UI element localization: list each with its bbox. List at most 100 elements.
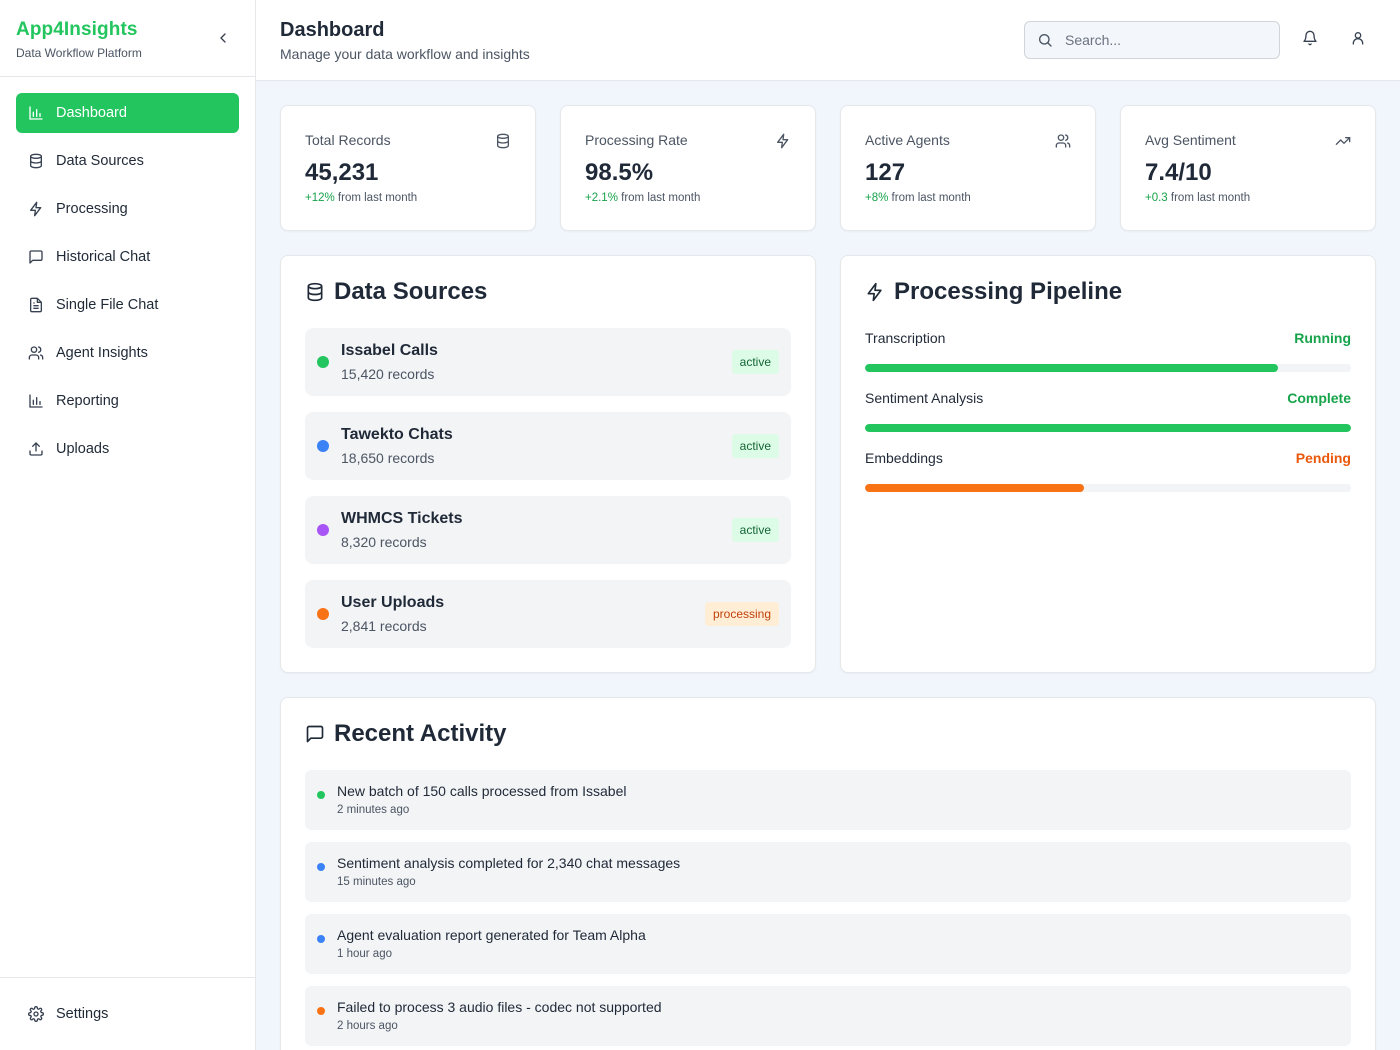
activity-text: Sentiment analysis completed for 2,340 c… (337, 855, 681, 871)
chevron-left-icon[interactable] (215, 30, 231, 46)
progress-bar-fill (865, 364, 1279, 372)
zap-icon (775, 133, 791, 149)
stat-change: +8% from last month (865, 192, 971, 204)
data-source-item[interactable]: Tawekto Chats 18,650 records active (305, 412, 791, 480)
search-icon (1037, 32, 1053, 48)
data-source-item[interactable]: User Uploads 2,841 records processing (305, 580, 791, 648)
panel-title-text: Data Sources (334, 278, 488, 305)
sidebar-item-uploads[interactable]: Uploads (16, 429, 239, 469)
activity-item[interactable]: Agent evaluation report generated for Te… (305, 914, 1351, 974)
sidebar-item-label: Uploads (56, 441, 110, 457)
data-sources-panel: Data Sources Issabel Calls 15,420 record… (280, 255, 816, 673)
activity-text: Agent evaluation report generated for Te… (337, 927, 646, 943)
brand-subtitle: Data Workflow Platform (16, 46, 142, 60)
bell-icon[interactable] (1302, 30, 1318, 46)
pipeline-stage-status: Complete (1287, 390, 1351, 406)
stat-title: Total Records (305, 132, 391, 148)
data-source-item[interactable]: Issabel Calls 15,420 records active (305, 328, 791, 396)
stat-title: Avg Sentiment (1145, 132, 1236, 148)
pipeline-stage-status: Running (1294, 330, 1351, 346)
file-text-icon (28, 297, 44, 313)
stat-change-value: +0.3 (1145, 192, 1168, 204)
stat-change: +2.1% from last month (585, 192, 700, 204)
status-dot (317, 1007, 325, 1015)
stat-change-value: +2.1% (585, 192, 618, 204)
zap-icon (865, 282, 885, 302)
sidebar-item-label: Processing (56, 201, 128, 217)
activity-item[interactable]: New batch of 150 calls processed from Is… (305, 770, 1351, 830)
status-dot (317, 863, 325, 871)
upload-icon (28, 441, 44, 457)
stat-card-processing-rate: Processing Rate 98.5% +2.1% from last mo… (560, 105, 816, 231)
data-source-name: Tawekto Chats (341, 426, 453, 443)
status-dot (317, 356, 329, 368)
stat-value: 7.4/10 (1145, 159, 1212, 186)
sidebar-footer: Settings (0, 977, 255, 1050)
stat-card-total-records: Total Records 45,231 +12% from last mont… (280, 105, 536, 231)
sidebar-item-settings[interactable]: Settings (16, 994, 239, 1034)
bar-chart-icon (28, 105, 44, 121)
search-input[interactable] (1065, 32, 1265, 48)
sidebar-item-single-file-chat[interactable]: Single File Chat (16, 285, 239, 325)
bar-chart-icon (28, 393, 44, 409)
data-source-name: WHMCS Tickets (341, 510, 463, 527)
users-icon (28, 345, 44, 361)
page-title: Dashboard (280, 19, 385, 41)
stat-title: Processing Rate (585, 132, 688, 148)
user-icon[interactable] (1350, 30, 1366, 46)
sidebar-item-reporting[interactable]: Reporting (16, 381, 239, 421)
panel-title: Processing Pipeline (865, 278, 1122, 306)
data-source-records: 15,420 records (341, 366, 435, 382)
message-square-icon (305, 724, 325, 744)
status-dot (317, 791, 325, 799)
status-dot (317, 935, 325, 943)
database-icon (305, 282, 325, 302)
pipeline-stage-name: Transcription (865, 330, 946, 346)
activity-text: New batch of 150 calls processed from Is… (337, 783, 627, 799)
trending-up-icon (1335, 133, 1351, 149)
activity-text: Failed to process 3 audio files - codec … (337, 999, 662, 1015)
message-square-icon (28, 249, 44, 265)
stat-value: 45,231 (305, 159, 379, 186)
data-source-name: User Uploads (341, 594, 445, 611)
progress-bar (865, 484, 1351, 492)
stat-change-value: +12% (305, 192, 335, 204)
stat-card-active-agents: Active Agents 127 +8% from last month (840, 105, 1096, 231)
sidebar-item-dashboard[interactable]: Dashboard (16, 93, 239, 133)
stat-change-suffix: from last month (617, 192, 701, 204)
sidebar: App4Insights Data Workflow Platform Dash… (0, 0, 256, 1050)
sidebar-item-label: Dashboard (56, 105, 127, 121)
sidebar-item-processing[interactable]: Processing (16, 189, 239, 229)
status-dot (317, 608, 329, 620)
stat-card-avg-sentiment: Avg Sentiment 7.4/10 +0.3 from last mont… (1120, 105, 1376, 231)
sidebar-item-data-sources[interactable]: Data Sources (16, 141, 239, 181)
stat-title: Active Agents (865, 132, 950, 148)
sidebar-item-label: Reporting (56, 393, 119, 409)
stat-change-value: +8% (865, 192, 889, 204)
sidebar-item-label: Data Sources (56, 153, 144, 169)
sidebar-item-label: Historical Chat (56, 249, 151, 265)
data-source-item[interactable]: WHMCS Tickets 8,320 records active (305, 496, 791, 564)
stat-change-suffix: from last month (334, 192, 418, 204)
activity-time: 15 minutes ago (337, 876, 416, 888)
data-source-records: 18,650 records (341, 450, 435, 466)
sidebar-item-historical-chat[interactable]: Historical Chat (16, 237, 239, 277)
activity-item[interactable]: Failed to process 3 audio files - codec … (305, 986, 1351, 1046)
progress-bar-fill (865, 484, 1084, 492)
data-source-name: Issabel Calls (341, 342, 438, 359)
sidebar-item-label: Single File Chat (56, 297, 159, 313)
progress-bar (865, 424, 1351, 432)
database-icon (28, 153, 44, 169)
data-source-records: 8,320 records (341, 534, 427, 550)
sidebar-item-agent-insights[interactable]: Agent Insights (16, 333, 239, 373)
database-icon (495, 133, 511, 149)
users-icon (1055, 133, 1071, 149)
activity-item[interactable]: Sentiment analysis completed for 2,340 c… (305, 842, 1351, 902)
data-source-records: 2,841 records (341, 618, 427, 634)
stat-change-suffix: from last month (1167, 192, 1251, 204)
sidebar-nav: Dashboard Data Sources Processing Histor… (0, 77, 255, 469)
search-box[interactable] (1024, 21, 1280, 59)
brand-name: App4Insights (16, 19, 138, 40)
status-badge: active (731, 518, 779, 542)
panel-title-text: Recent Activity (334, 720, 507, 747)
